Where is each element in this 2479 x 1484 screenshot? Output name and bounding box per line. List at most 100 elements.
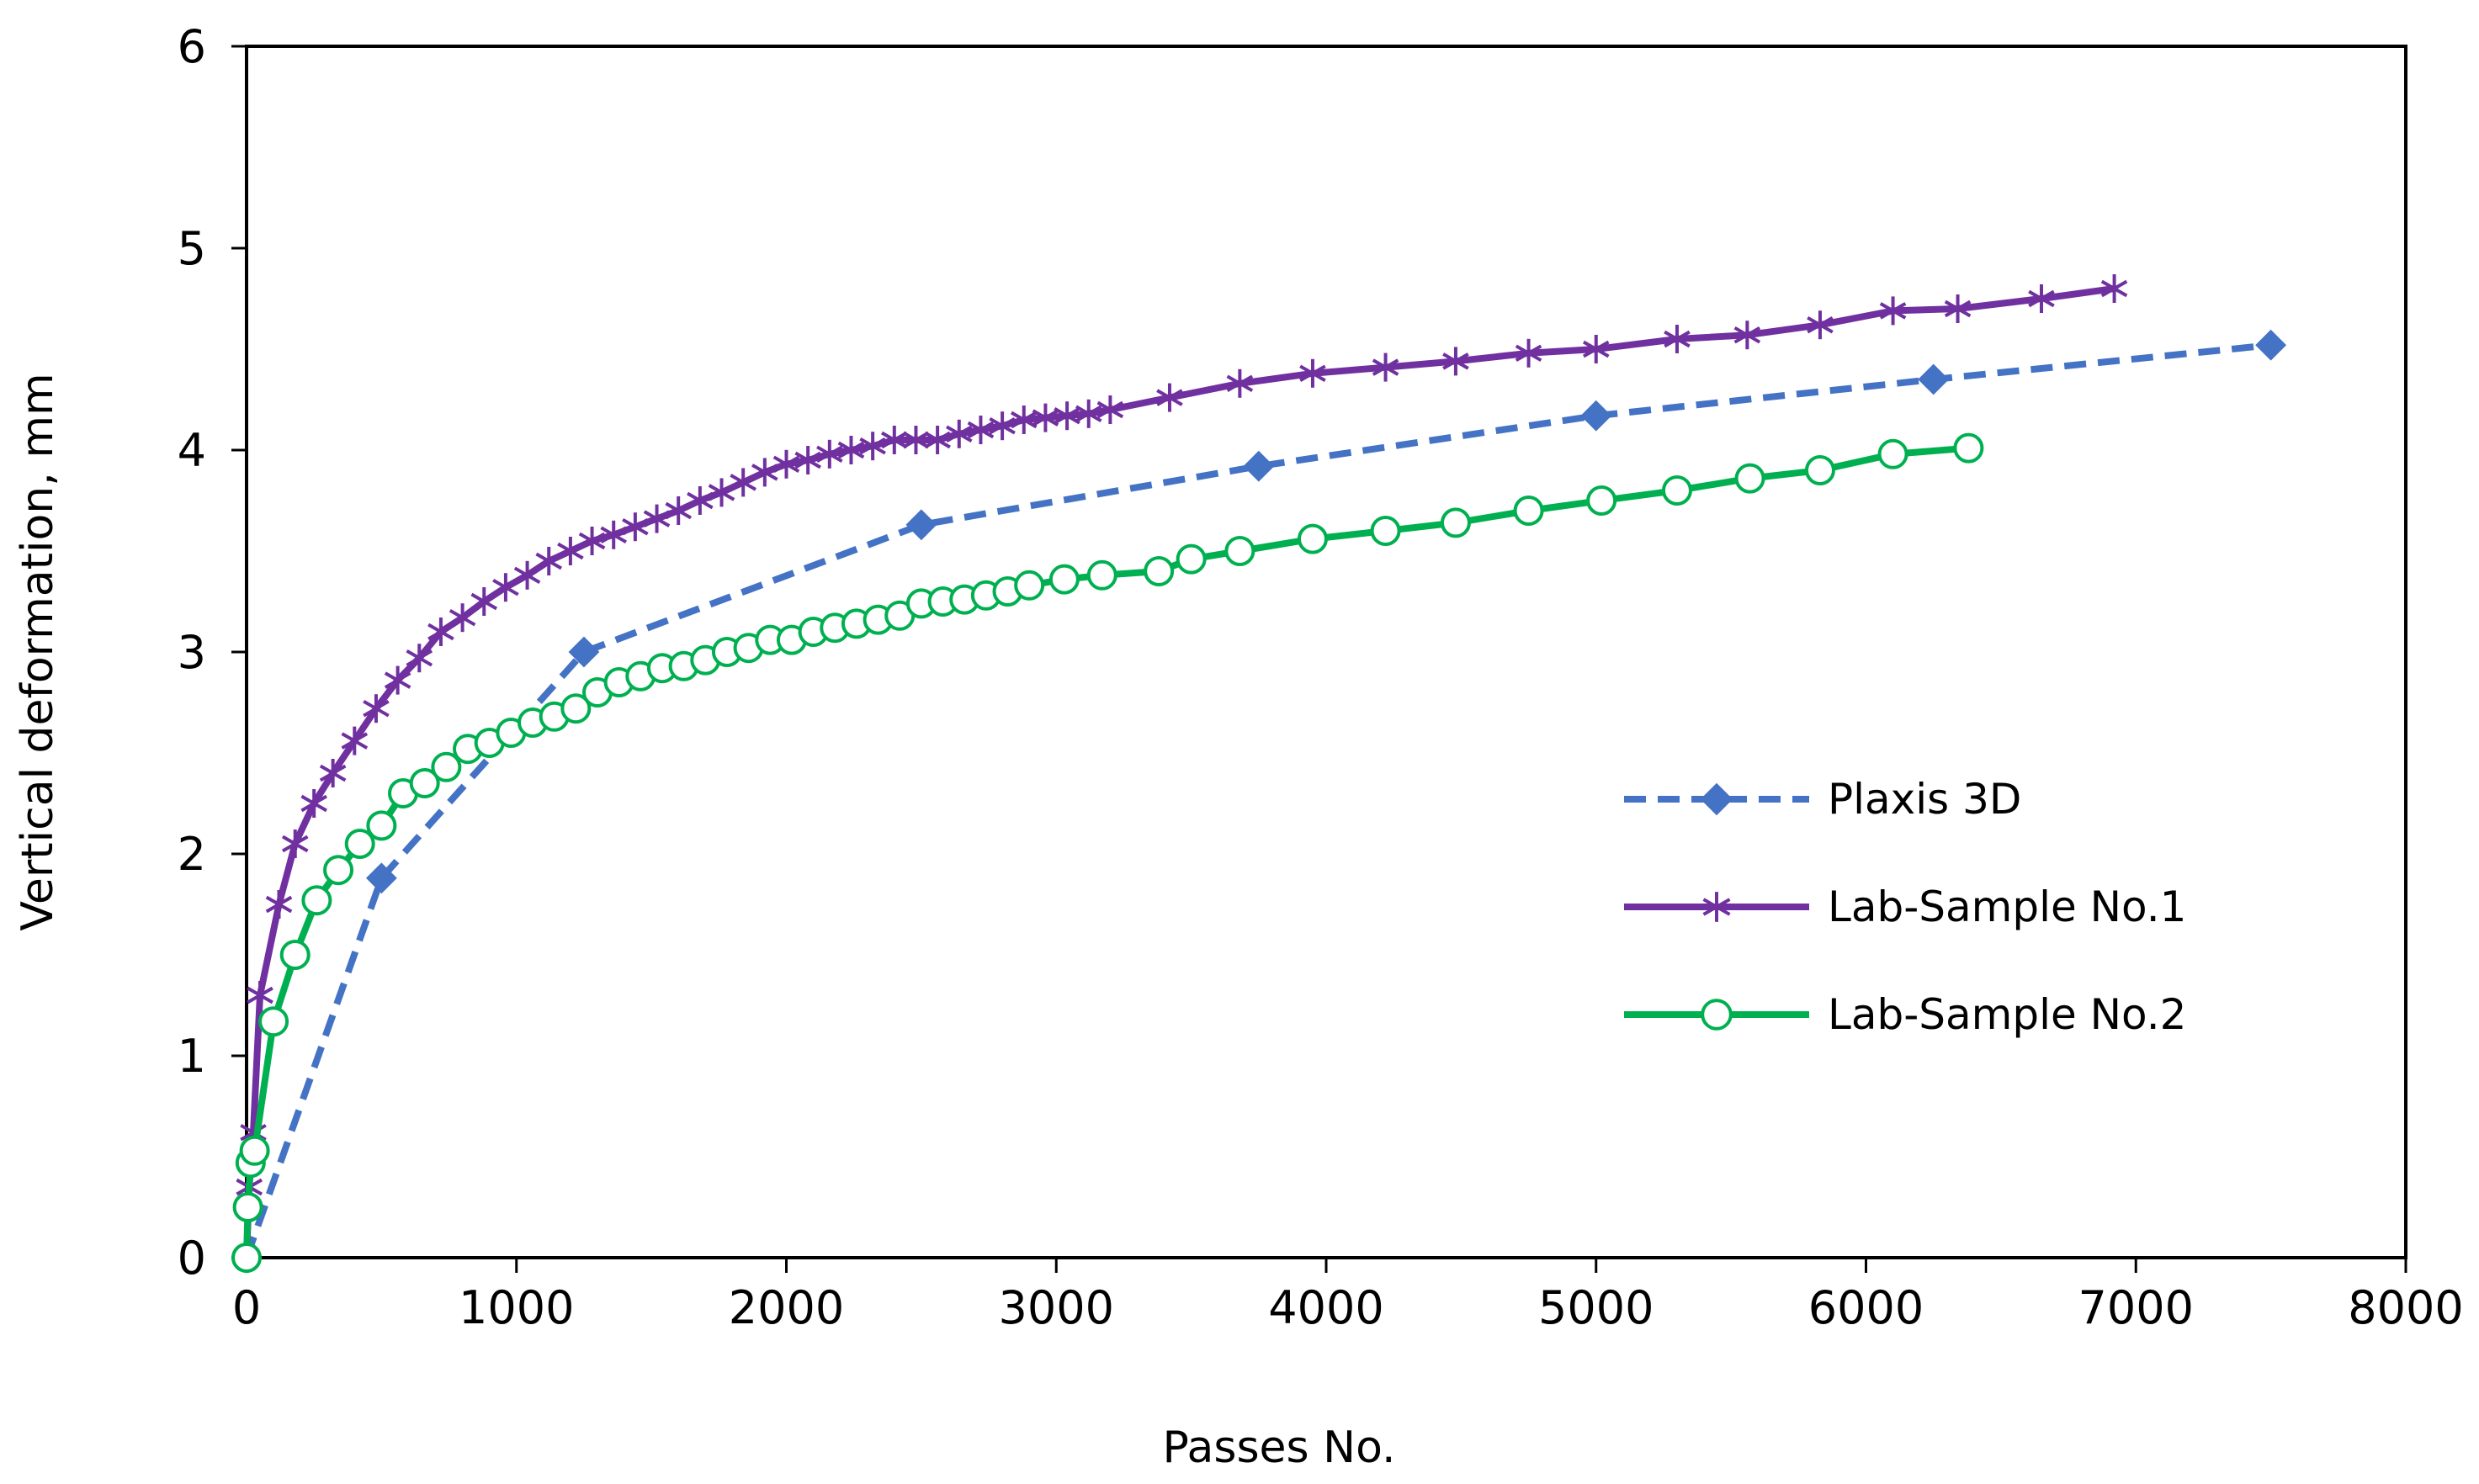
data-point-circle [232, 1192, 263, 1222]
data-point-diamond [2255, 329, 2287, 361]
x-tick-label: 4000 [1268, 1281, 1383, 1334]
data-point-asterisk [687, 486, 714, 515]
data-point-circle [231, 1243, 262, 1273]
data-point-asterisk [1032, 403, 1059, 432]
y-tick-label: 0 [178, 1232, 206, 1285]
legend: Plaxis 3D Lab-Sample No.1 Lab-Sample No.2 [1624, 775, 2186, 1039]
data-point-asterisk [1582, 335, 1610, 363]
data-point-asterisk [1054, 401, 1080, 431]
data-point-asterisk [384, 665, 411, 695]
series-lab-sample-no-2 [231, 432, 1984, 1273]
data-point-asterisk [470, 587, 498, 616]
data-point-diamond [1918, 363, 1950, 395]
data-point-circle [258, 1006, 289, 1037]
y-tick-label: 5 [178, 222, 206, 275]
data-point-diamond [1700, 782, 1733, 816]
y-axis-title: Vertical deformation, mm [13, 373, 63, 930]
data-point-diamond [905, 509, 937, 541]
data-point-asterisk [1226, 368, 1254, 398]
legend-item: Lab-Sample No.1 [1624, 882, 2186, 931]
x-tick-label: 1000 [459, 1281, 574, 1334]
data-point-asterisk [578, 527, 606, 555]
data-point-asterisk [1944, 294, 1972, 323]
data-point-asterisk [363, 694, 390, 723]
data-point-circle [1513, 496, 1544, 526]
data-point-asterisk [513, 560, 541, 590]
data-point-circle [1661, 475, 1692, 506]
data-point-asterisk [557, 537, 584, 565]
data-point-circle [1877, 438, 1908, 469]
data-point-circle [1048, 564, 1080, 595]
data-point-asterisk [449, 603, 476, 633]
data-point-circle [1224, 536, 1255, 566]
legend-label: Plaxis 3D [1828, 775, 2021, 824]
data-point-asterisk [1879, 296, 1907, 326]
data-point-circle [1370, 516, 1401, 546]
data-point-circle [1440, 507, 1471, 538]
series-line [243, 342, 2272, 1259]
data-point-asterisk [816, 439, 843, 469]
data-point-circle [1804, 455, 1835, 485]
data-point-circle [279, 940, 311, 970]
data-point-asterisk [2028, 284, 2055, 313]
data-point-asterisk [859, 432, 886, 461]
data-point-asterisk [600, 520, 628, 549]
data-point-circle [1953, 432, 1984, 464]
legend-item: Lab-Sample No.2 [1624, 990, 2186, 1039]
data-point-asterisk [837, 436, 865, 464]
x-tick-label: 0 [232, 1281, 261, 1334]
data-point-circle [1176, 543, 1207, 575]
data-point-asterisk [772, 449, 800, 479]
data-point-asterisk [643, 504, 671, 533]
x-tick-label: 3000 [999, 1281, 1114, 1334]
data-point-asterisk [406, 644, 433, 673]
data-point-asterisk [924, 426, 951, 454]
series-plaxis-3d [231, 329, 2287, 1274]
data-point-asterisk [730, 468, 756, 497]
y-tick-label: 1 [178, 1030, 206, 1083]
y-tick-label: 6 [178, 20, 206, 73]
data-point-asterisk [1702, 892, 1731, 922]
data-point-asterisk [1075, 399, 1102, 428]
data-point-asterisk [535, 547, 563, 575]
data-point-asterisk [281, 829, 309, 858]
data-point-asterisk [341, 726, 369, 755]
legend-item: Plaxis 3D [1624, 775, 2021, 824]
y-tick-label: 4 [178, 424, 206, 477]
legend-label: Lab-Sample No.1 [1828, 882, 2186, 931]
x-tick-label: 5000 [1538, 1281, 1654, 1334]
y-tick-label: 3 [178, 626, 206, 679]
data-point-asterisk [1733, 321, 1761, 350]
data-point-circle [1144, 556, 1175, 586]
x-tick-label: 6000 [1808, 1281, 1924, 1334]
data-point-circle [1734, 463, 1765, 494]
data-point-asterisk [492, 573, 519, 602]
data-point-diamond [568, 636, 600, 668]
data-point-circle [409, 768, 440, 798]
data-point-circle [366, 810, 397, 841]
data-point-asterisk [989, 411, 1016, 441]
x-tick-label: 8000 [2348, 1281, 2463, 1334]
x-tick-label: 7000 [2078, 1281, 2194, 1334]
data-point-asterisk [300, 789, 327, 818]
data-point-asterisk [1010, 405, 1038, 434]
data-point-asterisk [794, 446, 821, 474]
data-point-circle [239, 1135, 270, 1166]
data-point-asterisk [1299, 358, 1326, 388]
data-point-asterisk [1664, 325, 1691, 353]
data-point-asterisk [708, 478, 735, 507]
x-tick-label: 2000 [729, 1281, 844, 1334]
data-point-circle [1297, 523, 1328, 554]
data-point-circle [1586, 485, 1617, 516]
data-point-circle [301, 885, 332, 916]
y-tick-label: 2 [178, 828, 206, 881]
data-point-diamond [1243, 450, 1275, 482]
data-point-circle [1014, 570, 1045, 601]
legend-label: Lab-Sample No.2 [1828, 990, 2186, 1039]
data-point-asterisk [1442, 347, 1469, 376]
data-point-circle [560, 693, 592, 724]
data-point-asterisk [945, 419, 973, 448]
x-axis-title: Passes No. [1162, 1423, 1395, 1473]
data-point-circle [431, 751, 462, 782]
